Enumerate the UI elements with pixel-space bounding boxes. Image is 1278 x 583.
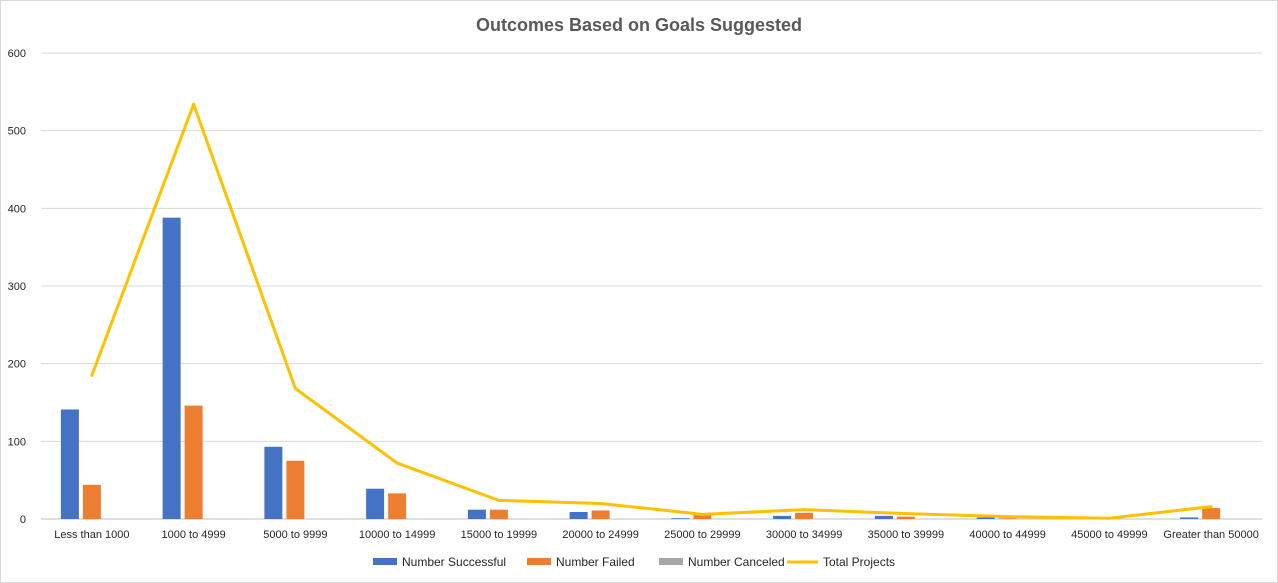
line-point [599,501,603,505]
x-tick-label: 40000 to 44999 [969,529,1045,541]
bar [388,493,407,519]
legend-label: Number Canceled [688,555,785,569]
line-point [700,512,704,516]
x-tick-label: 45000 to 49999 [1071,529,1147,541]
y-tick-label: 200 [8,359,26,371]
legend-label: Number Failed [556,555,635,569]
gridlines [41,52,1262,520]
bar [286,460,305,519]
legend-swatch [527,558,551,565]
total-projects-line-group [90,102,1213,520]
bar [591,510,610,519]
bar [874,515,893,519]
line-point [192,102,196,106]
chart-title: Outcomes Based on Goals Suggested [476,15,802,35]
legend: Number Successful Number Failed Number Can… [373,555,895,569]
legend-label: Number Successful [402,555,506,569]
y-tick-label: 0 [20,514,26,526]
x-tick-label: 15000 to 19999 [461,529,537,541]
bar [60,409,79,519]
x-tick-label: 30000 to 34999 [766,529,842,541]
y-axis: 0 100 200 300 400 500 600 [8,48,26,526]
line-point [497,498,501,502]
legend-swatch [659,558,683,565]
x-tick-label: 35000 to 39999 [868,529,944,541]
bar [264,446,283,519]
y-tick-label: 500 [8,126,26,138]
bar [896,516,915,519]
line-point [395,461,399,465]
bar [366,488,385,519]
bar [998,518,1017,519]
bar [976,517,995,519]
bar [795,512,814,519]
y-tick-label: 400 [8,203,26,215]
y-tick-label: 300 [8,281,26,293]
bar [467,509,486,519]
legend-label: Total Projects [823,555,895,569]
y-tick-label: 100 [8,436,26,448]
bar [489,509,508,519]
line-point [90,373,94,377]
bar [82,484,101,519]
x-tick-label: 1000 to 4999 [162,529,226,541]
legend-swatch [373,558,397,565]
bar [671,518,690,519]
y-tick-label: 600 [8,48,26,60]
total-projects-line [90,102,1212,520]
bar [184,405,203,519]
bar [1202,508,1221,519]
x-tick-label: 20000 to 24999 [562,529,638,541]
line-point [1209,505,1213,509]
x-tick-label: Less than 1000 [54,529,129,541]
bar [162,217,181,520]
line-point [1006,515,1010,519]
line-point [1107,516,1111,520]
line-point [904,512,908,516]
x-tick-label: 25000 to 29999 [664,529,740,541]
line-point [802,508,806,512]
bar [773,515,792,519]
x-axis: Less than 1000 1000 to 4999 5000 to 9999 10… [54,529,1259,541]
bar [693,515,712,519]
x-tick-label: Greater than 50000 [1163,529,1258,541]
x-tick-label: 5000 to 9999 [263,529,327,541]
bars [60,217,1221,520]
line-point [293,387,297,391]
bar [1180,517,1199,519]
bar [569,512,588,519]
x-tick-label: 10000 to 14999 [359,529,435,541]
